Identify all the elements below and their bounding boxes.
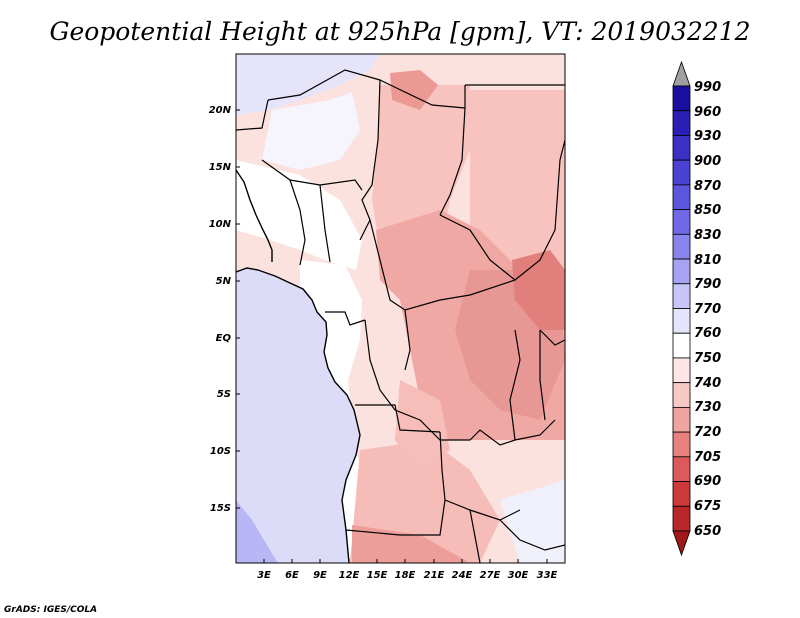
colorbar-cell: [672, 258, 691, 285]
colorbar-label: 930: [694, 129, 721, 144]
lat-axis: 20N 15N 10N 5N EQ 5S 10S 15S: [209, 105, 240, 514]
map-panel: [236, 54, 565, 563]
colorbar-label: 770: [694, 302, 721, 317]
chart-title: Geopotential Height at 925hPa [gpm], VT:…: [49, 17, 750, 46]
colorbar-label: 810: [694, 253, 721, 268]
colorbar-label: 830: [694, 228, 721, 243]
lon-label: 33E: [537, 570, 558, 581]
grads-credit: GrADS: IGES/COLA: [4, 605, 97, 615]
lon-ticks: [263, 559, 548, 563]
colorbar-cell: [672, 456, 691, 482]
colorbar-cell: [672, 382, 691, 408]
ocean-deep-south: [236, 500, 278, 563]
lon-label: 12E: [339, 570, 360, 581]
lat-label: EQ: [216, 333, 232, 344]
colorbar-cell: [672, 283, 691, 309]
colorbar-cell: [672, 110, 691, 136]
colorbar-label: 900: [694, 154, 721, 169]
colorbar-cell: [672, 357, 691, 384]
lat-label: 5S: [217, 389, 231, 400]
colorbar-cell: [672, 135, 691, 161]
lon-axis: 3E 6E 9E 12E 15E 18E 21E 24E 27E 30E 33E: [257, 559, 558, 581]
colorbar-cell: [672, 481, 691, 507]
colorbar-label: 650: [694, 524, 721, 539]
colorbar-cell: [672, 431, 691, 458]
colorbar: 990 960 930 900 870 850 830 810 790 770 …: [672, 60, 721, 557]
colorbar-label: 990: [694, 80, 721, 95]
colorbar-cell: [672, 85, 691, 112]
lat-label: 10S: [210, 446, 231, 457]
colorbar-cell: [672, 308, 691, 334]
colorbar-label: 690: [694, 474, 721, 489]
colorbar-label: 705: [694, 450, 721, 465]
colorbar-label: 740: [694, 376, 721, 391]
lon-label: 18E: [395, 570, 416, 581]
lat-label: 10N: [209, 219, 232, 230]
lat-ticks: [236, 109, 240, 509]
colorbar-cell: [672, 233, 691, 260]
colorbar-label: 760: [694, 326, 721, 341]
lon-label: 30E: [508, 570, 529, 581]
lon-label: 3E: [257, 570, 271, 581]
colorbar-label: 790: [694, 277, 721, 292]
map-frame: [235, 53, 566, 564]
colorbar-label: 750: [694, 351, 721, 366]
colorbar-label: 960: [694, 105, 721, 120]
colorbar-top-arrow: [672, 60, 691, 87]
lon-label: 6E: [285, 570, 299, 581]
lat-label: 5N: [216, 276, 232, 287]
colorbar-label: 720: [694, 425, 721, 440]
lon-label: 9E: [313, 570, 327, 581]
country-borders: [236, 69, 565, 563]
colorbar-label: 730: [694, 400, 721, 415]
lon-label: 24E: [452, 570, 473, 581]
colorbar-cell: [672, 209, 691, 235]
colorbar-cell: [672, 159, 691, 186]
coastline-north: [236, 169, 273, 262]
colorbar-label: 675: [694, 499, 721, 514]
colorbar-bottom-arrow: [672, 530, 691, 557]
colorbar-label: 870: [694, 179, 721, 194]
colorbar-cell: [672, 332, 691, 359]
colorbar-cell: [672, 505, 691, 532]
colorbar-label: 850: [694, 203, 721, 218]
lat-label: 15S: [210, 503, 231, 514]
lon-label: 15E: [367, 570, 388, 581]
lon-label: 27E: [480, 570, 501, 581]
coastline: [236, 267, 361, 563]
colorbar-cell: [672, 406, 691, 433]
lat-label: 20N: [209, 105, 232, 116]
lat-label: 15N: [209, 162, 232, 173]
colorbar-cell: [672, 184, 691, 211]
lon-label: 21E: [424, 570, 445, 581]
